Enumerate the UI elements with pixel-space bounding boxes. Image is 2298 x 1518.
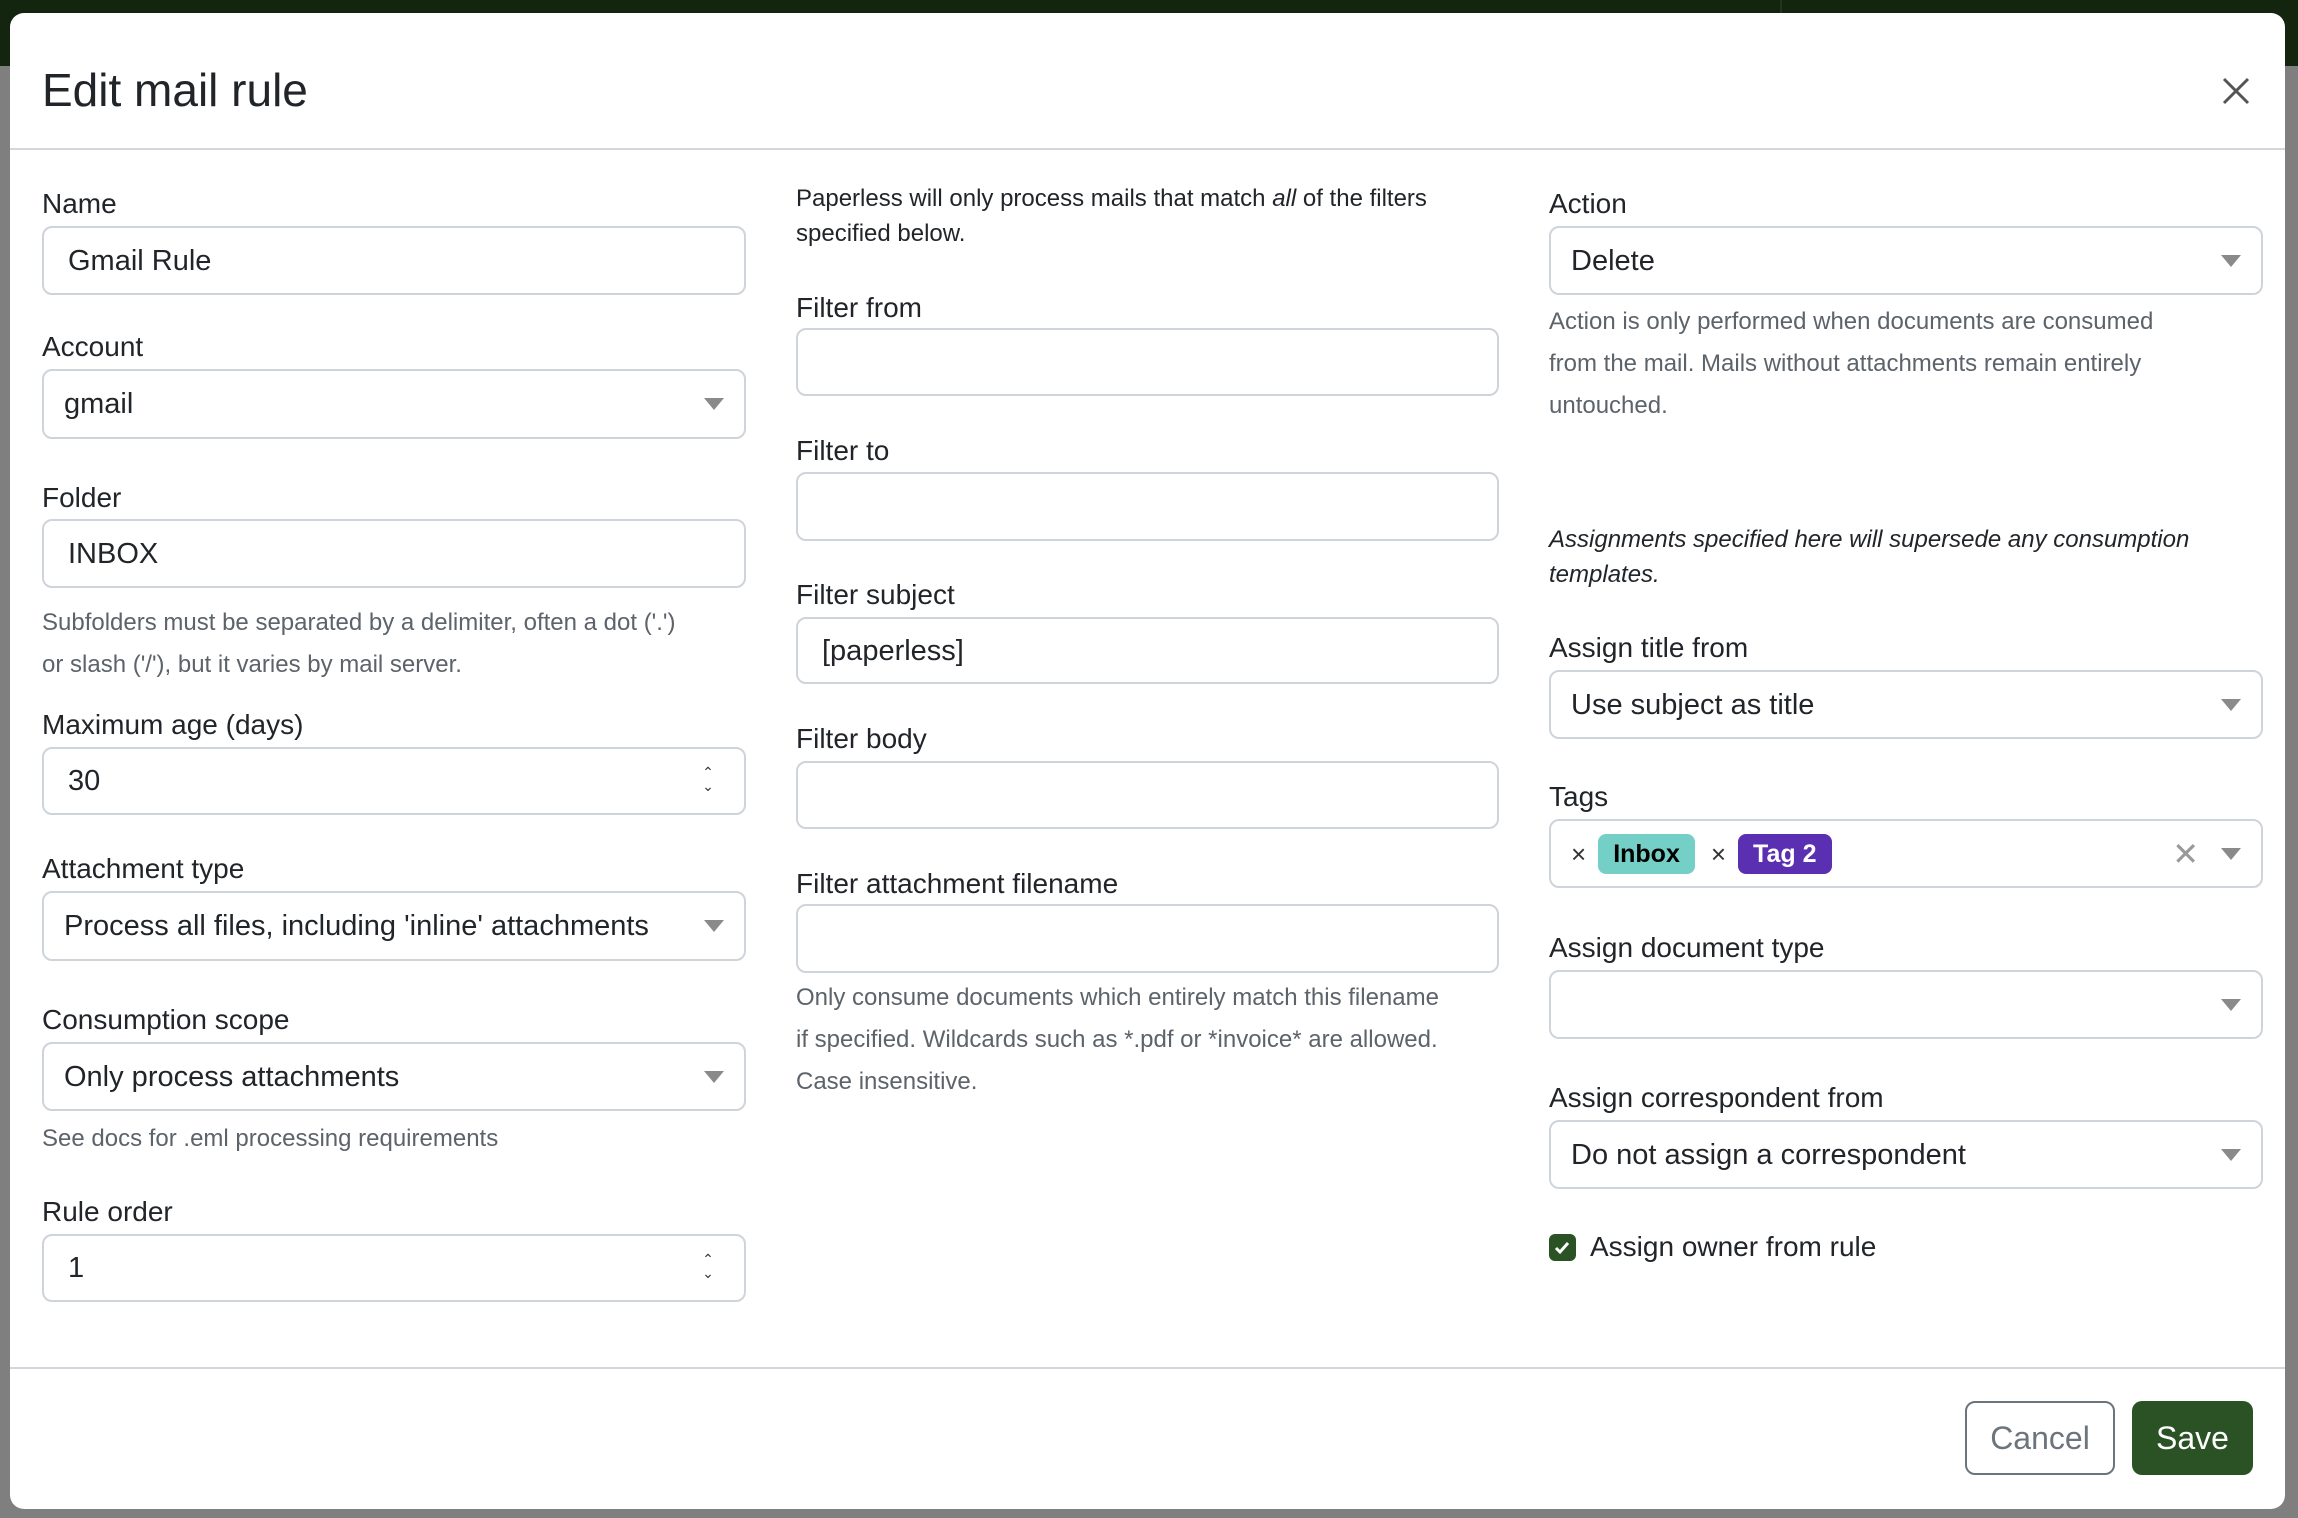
folder-help: Subfolders must be separated by a delimi… xyxy=(42,602,676,686)
max-age-input[interactable]: 30 ⌃ ⌄ xyxy=(42,747,746,815)
save-button[interactable]: Save xyxy=(2132,1401,2253,1475)
close-icon[interactable] xyxy=(2218,73,2254,109)
consumption-scope-value: Only process attachments xyxy=(64,1060,400,1093)
consumption-scope-label: Consumption scope xyxy=(42,1004,290,1035)
consumption-scope-select[interactable]: Only process attachments xyxy=(42,1042,746,1111)
tags-select[interactable]: × Inbox × Tag 2 ✕ xyxy=(1549,819,2263,888)
caret-down-icon xyxy=(2221,998,2241,1011)
assign-title-label: Assign title from xyxy=(1549,632,1749,663)
help-line: Case insensitive. xyxy=(796,1068,978,1095)
rule-order-input[interactable]: 1 ⌃ ⌄ xyxy=(42,1234,746,1302)
folder-help-line: Subfolders must be separated by a delimi… xyxy=(42,609,676,636)
account-label: Account xyxy=(42,331,144,362)
assign-title-value: Use subject as title xyxy=(1571,688,1815,721)
rule-order-label: Rule order xyxy=(42,1196,173,1227)
tag-badge: Inbox xyxy=(1598,833,1695,874)
owner-checkbox[interactable] xyxy=(1549,1234,1576,1261)
intro-text: Paperless will only process mails that m… xyxy=(796,185,1273,212)
filters-intro: Paperless will only process mails that m… xyxy=(796,181,1427,251)
correspondent-value: Do not assign a correspondent xyxy=(1571,1138,1966,1171)
filter-from-input[interactable] xyxy=(796,328,1499,396)
intro-text: of the filters xyxy=(1296,185,1427,212)
assignments-note: Assignments specified here will supersed… xyxy=(1549,522,2189,592)
caret-down-icon xyxy=(2221,847,2241,860)
assign-title-select[interactable]: Use subject as title xyxy=(1549,670,2263,739)
name-label: Name xyxy=(42,188,117,219)
footer-divider xyxy=(10,1367,2285,1369)
caret-down-icon xyxy=(704,1070,724,1083)
note-line: Assignments specified here will supersed… xyxy=(1549,526,2190,553)
help-line: untouched. xyxy=(1549,392,1668,419)
clear-all-icon[interactable]: ✕ xyxy=(2172,836,2199,872)
filter-subject-input[interactable]: [paperless] xyxy=(796,617,1499,684)
filter-body-input[interactable] xyxy=(796,761,1499,829)
max-age-label: Maximum age (days) xyxy=(42,709,304,740)
help-line: Only consume documents which entirely ma… xyxy=(796,984,1439,1011)
filter-body-label: Filter body xyxy=(796,723,927,754)
filter-subject-value: [paperless] xyxy=(822,634,964,667)
rule-order-value: 1 xyxy=(68,1252,85,1284)
attachment-type-label: Attachment type xyxy=(42,853,245,884)
checkmark-icon xyxy=(1554,1242,1570,1255)
filter-attachment-label: Filter attachment filename xyxy=(796,868,1119,899)
attachment-type-select[interactable]: Process all files, including 'inline' at… xyxy=(42,891,746,961)
name-value: Gmail Rule xyxy=(68,244,212,277)
edit-mail-rule-dialog: Edit mail rule Name Gmail Rule Account g… xyxy=(10,13,2285,1509)
note-line: templates. xyxy=(1549,561,1660,588)
caret-down-icon xyxy=(704,920,724,932)
action-value: Delete xyxy=(1571,244,1655,277)
max-age-value: 30 xyxy=(68,765,101,797)
intro-text: specified below. xyxy=(796,220,966,247)
intro-emphasis: all xyxy=(1272,185,1297,212)
action-help: Action is only performed when documents … xyxy=(1549,301,2153,427)
help-line: from the mail. Mails without attachments… xyxy=(1549,350,2142,377)
tag-badge: Tag 2 xyxy=(1738,833,1832,874)
caret-down-icon xyxy=(2221,1148,2241,1161)
caret-down-icon xyxy=(2221,254,2241,267)
remove-tag-icon[interactable]: × xyxy=(1571,838,1587,869)
caret-down-icon xyxy=(704,398,724,410)
filter-to-input[interactable] xyxy=(796,472,1499,541)
owner-checkbox-label[interactable]: Assign owner from rule xyxy=(1590,1231,1877,1262)
filter-attachment-input[interactable] xyxy=(796,904,1499,973)
correspondent-label: Assign correspondent from xyxy=(1549,1082,1884,1113)
action-select[interactable]: Delete xyxy=(1549,226,2263,295)
folder-input[interactable]: INBOX xyxy=(42,519,746,588)
doc-type-select[interactable] xyxy=(1549,970,2263,1039)
action-label: Action xyxy=(1549,188,1627,219)
tags-label: Tags xyxy=(1549,781,1609,812)
modal-title: Edit mail rule xyxy=(42,64,308,116)
cancel-button[interactable]: Cancel xyxy=(1965,1401,2115,1475)
correspondent-select[interactable]: Do not assign a correspondent xyxy=(1549,1120,2263,1189)
attachment-type-value: Process all files, including 'inline' at… xyxy=(64,910,649,942)
caret-down-icon xyxy=(2221,698,2241,711)
filter-subject-label: Filter subject xyxy=(796,579,955,610)
consumption-scope-help: See docs for .eml processing requirement… xyxy=(42,1125,499,1152)
doc-type-label: Assign document type xyxy=(1549,932,1825,963)
folder-label: Folder xyxy=(42,482,122,513)
account-value: gmail xyxy=(64,388,134,420)
header-divider xyxy=(10,148,2285,150)
remove-tag-icon[interactable]: × xyxy=(1710,838,1727,869)
help-line: Action is only performed when documents … xyxy=(1549,308,2154,335)
help-line: if specified. Wildcards such as *.pdf or… xyxy=(796,1026,1438,1053)
filter-to-label: Filter to xyxy=(796,435,890,466)
filter-attachment-help: Only consume documents which entirely ma… xyxy=(796,977,1439,1103)
stepper-icon[interactable]: ⌃ ⌄ xyxy=(702,1251,714,1281)
filter-from-label: Filter from xyxy=(796,292,922,323)
stepper-icon[interactable]: ⌃ ⌄ xyxy=(702,764,714,794)
account-select[interactable]: gmail xyxy=(42,369,746,439)
name-input[interactable]: Gmail Rule xyxy=(42,226,746,295)
folder-value: INBOX xyxy=(68,537,159,570)
folder-help-line: or slash ('/'), but it varies by mail se… xyxy=(42,651,462,678)
